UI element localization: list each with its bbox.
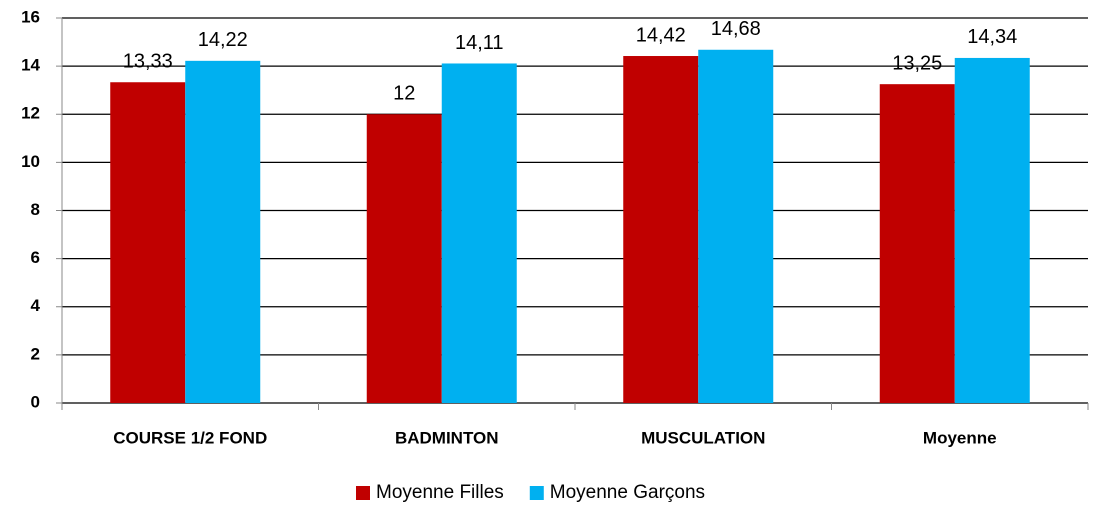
value-label: 13,25 <box>892 52 942 74</box>
y-tick-label: 4 <box>31 296 41 315</box>
value-label: 14,34 <box>967 26 1017 48</box>
bar <box>367 114 442 403</box>
x-tick-label: MUSCULATION <box>641 428 765 447</box>
y-tick-label: 10 <box>21 152 40 171</box>
y-tick-label: 16 <box>21 7 40 26</box>
value-label: 14,11 <box>455 32 504 54</box>
legend-swatch <box>530 486 544 500</box>
bar <box>880 84 955 403</box>
legend-label: Moyenne Garçons <box>550 482 705 503</box>
legend-swatch <box>356 486 370 500</box>
y-tick-label: 14 <box>21 56 40 75</box>
value-label: 14,42 <box>636 24 686 46</box>
x-tick-label: Moyenne <box>923 428 997 447</box>
chart: 0 2 4 6 8 10 12 14 16 COURSE 1/2 FOND 13,33 14,22 BA… <box>0 0 1106 509</box>
bar <box>955 58 1030 403</box>
x-tick-label: COURSE 1/2 FOND <box>113 428 267 447</box>
value-label: 13,33 <box>123 51 173 73</box>
y-tick-label: 2 <box>31 344 40 363</box>
bar <box>442 63 517 403</box>
y-tick-label: 12 <box>21 104 40 123</box>
value-label: 12 <box>393 83 415 105</box>
bar <box>185 61 260 403</box>
x-tick-label: BADMINTON <box>395 428 499 447</box>
legend-label: Moyenne Filles <box>376 482 504 503</box>
y-tick-label: 0 <box>31 392 40 411</box>
value-label: 14,68 <box>711 18 761 40</box>
bar <box>623 56 698 403</box>
value-label: 14,22 <box>198 29 248 51</box>
y-tick-label: 6 <box>31 248 40 267</box>
bar <box>110 82 185 403</box>
y-tick-label: 8 <box>31 200 40 219</box>
bar <box>698 50 773 403</box>
